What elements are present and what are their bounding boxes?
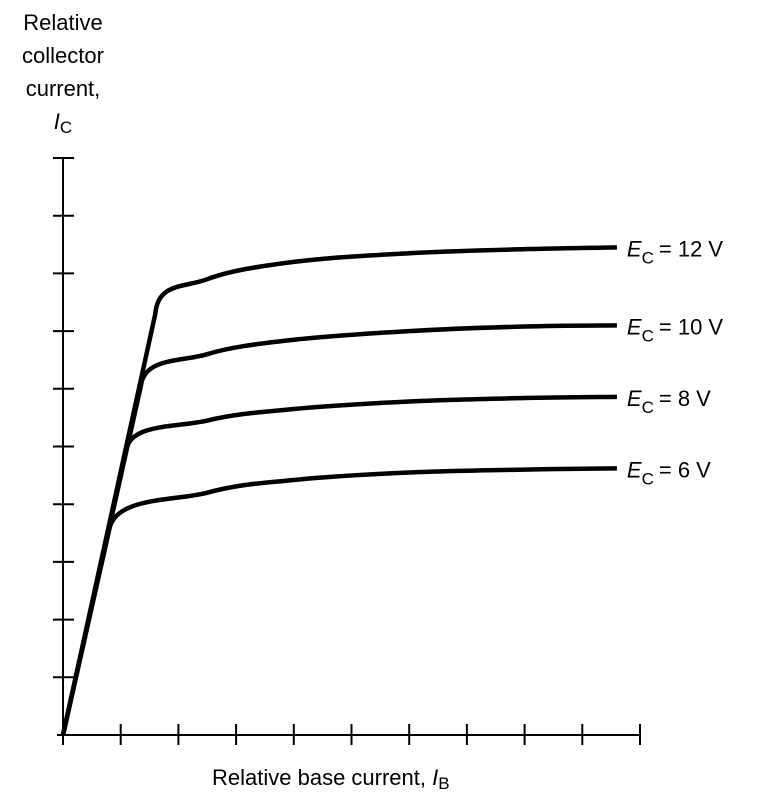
series-label-value-2: = 8 V (659, 386, 711, 411)
series-label-subscript-2: C (642, 398, 654, 417)
y-axis-label-line-3: current, (25, 76, 101, 101)
series-label-symbol-0: E (627, 236, 642, 261)
y-axis-label: Relative collector current, IC (8, 6, 118, 144)
series-label-value-0: = 12 V (659, 236, 724, 261)
series-label-1: EC = 10 V (627, 314, 724, 345)
series-label-2: EC = 8 V (627, 386, 711, 417)
series-label-subscript-3: C (642, 469, 654, 488)
axes (53, 157, 641, 745)
series-label-3: EC = 6 V (627, 457, 711, 488)
series-label-value-1: = 10 V (659, 314, 724, 339)
series-line-0 (60, 245, 617, 736)
x-axis-label-text: Relative base current, (212, 765, 433, 790)
series-label-subscript-0: C (642, 248, 654, 267)
series-label-symbol-1: E (627, 314, 642, 339)
series-line-2 (60, 394, 617, 736)
x-axis-label: Relative base current, IB (212, 765, 450, 794)
x-axis-symbol-subscript: B (438, 774, 450, 793)
series-label-subscript-1: C (642, 326, 654, 345)
y-axis-label-line-1: Relative (23, 10, 103, 35)
series-label-symbol-3: E (627, 457, 642, 482)
series-labels: EC = 12 VEC = 10 VEC = 8 VEC = 6 V (627, 236, 724, 488)
series-label-symbol-2: E (627, 386, 642, 411)
series-label-value-3: = 6 V (659, 457, 711, 482)
curves (60, 245, 617, 736)
series-label-0: EC = 12 V (627, 236, 724, 267)
series-line-3 (60, 466, 617, 736)
y-axis-label-symbol: IC (8, 105, 118, 144)
y-axis-symbol-letter: I (53, 109, 60, 134)
series-line-1 (60, 323, 617, 736)
y-axis-symbol-subscript: C (59, 118, 73, 137)
x-axis-symbol-letter: I (432, 765, 439, 790)
y-axis-label-line-2: collector (22, 43, 104, 68)
